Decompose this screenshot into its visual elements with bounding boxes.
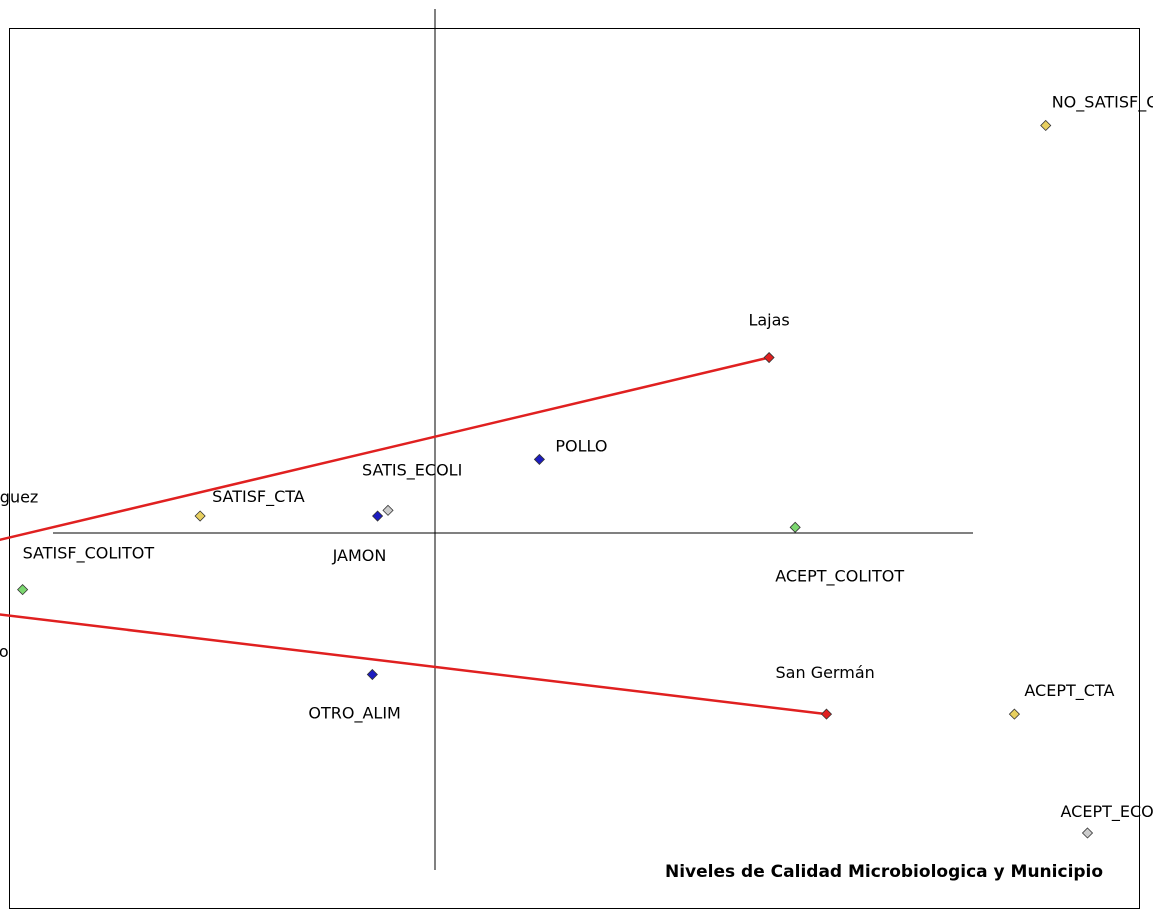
plot-border xyxy=(9,28,1140,909)
point-marker-no-satisf-cta xyxy=(1040,119,1052,132)
point-marker-acept-cta xyxy=(1008,708,1020,720)
point-label-satis-ecoli: SATIS_ECOLI xyxy=(362,460,462,480)
point-label-mayaguez: Mayaguez xyxy=(0,487,38,506)
point-label-anasco: Anasco xyxy=(0,642,9,661)
point-label-satisf-colitot: SATISF_COLITOT xyxy=(23,544,155,564)
point-marker-san-german xyxy=(820,708,833,720)
labels-layer: NO_SATISF_CTA Lajas POLLO SATIS_ECOLI SATISF… xyxy=(0,93,1153,823)
point-label-acept-colitot: ACEPT_COLITOT xyxy=(775,566,904,586)
point-marker-satis-ecoli xyxy=(382,504,394,516)
point-label-jamon: JAMON xyxy=(332,546,387,565)
point-label-acept-ecoli: ACEPT_ECOLI xyxy=(1061,802,1153,822)
point-marker-acept-ecoli xyxy=(1081,827,1094,839)
point-label-otro-alim: OTRO_ALIM xyxy=(308,704,400,724)
point-label-acept-cta: ACEPT_CTA xyxy=(1024,681,1114,701)
point-marker-pollo xyxy=(533,453,545,465)
point-marker-satisf-colitot xyxy=(17,584,29,596)
point-label-san-german: San Germán xyxy=(776,663,875,682)
point-label-satisf-cta: SATISF_CTA xyxy=(212,487,305,507)
points-layer xyxy=(17,119,1094,839)
point-label-no-satisf-cta: NO_SATISF_CTA xyxy=(1052,93,1153,113)
point-label-pollo: POLLO xyxy=(555,436,607,455)
series-layer xyxy=(0,356,827,716)
point-marker-jamon xyxy=(372,510,384,522)
point-marker-otro-alim xyxy=(366,668,378,681)
point-marker-lajas xyxy=(763,351,775,364)
point-marker-acept-colitot xyxy=(789,521,801,533)
series-line-1 xyxy=(0,356,827,716)
point-marker-satisf-cta xyxy=(194,510,206,522)
chart-title: Niveles de Calidad Microbiologica y Muni… xyxy=(665,862,1103,882)
point-label-lajas: Lajas xyxy=(748,311,789,330)
